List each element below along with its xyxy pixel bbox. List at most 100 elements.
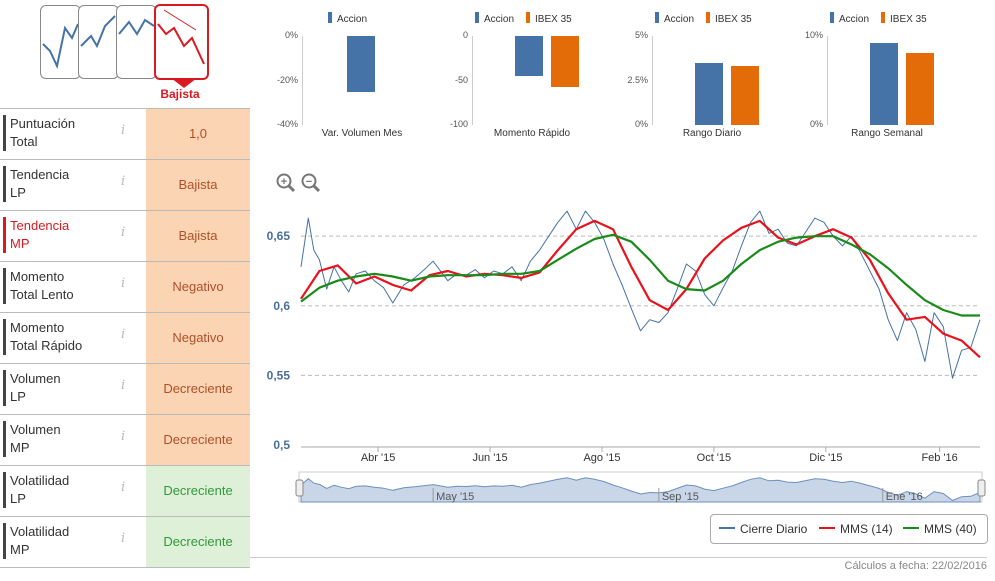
mini-bar-ibex-35[interactable] [551, 36, 579, 87]
info-icon[interactable]: i [121, 225, 126, 240]
mini-chart-1: Accion 0% -20% -40% Var. Volumen Mes [270, 0, 440, 145]
legend-mms40[interactable]: MMS (40) [903, 522, 977, 536]
x-tick-label: Jun '15 [472, 452, 507, 464]
row-marker [3, 166, 6, 202]
row-marker [3, 523, 6, 559]
score-value: Negativo [146, 313, 250, 363]
mini-legend-item[interactable]: IBEX 35 [526, 12, 572, 25]
row-marker [3, 319, 6, 355]
score-label-line1: Puntuación [10, 116, 76, 131]
mini-legend-label: Accion [337, 14, 368, 25]
y-tick-label: 0,65 [267, 229, 291, 243]
mini-tick-label: -40% [276, 119, 298, 129]
navigator-tick-label: Ene '16 [886, 491, 923, 503]
mini-axis [302, 36, 303, 125]
score-label: Volumen LP [10, 370, 110, 406]
score-row-puntuacion-total[interactable]: Puntuación Total i 1,0 [0, 108, 250, 160]
mms14-series-line[interactable] [300, 219, 981, 359]
score-label-line1: Momento [10, 320, 65, 335]
close-series-line[interactable] [300, 210, 981, 379]
mixed-trend-icon[interactable] [40, 5, 81, 79]
chart-legend: Cierre Diario MMS (14) MMS (40) [710, 514, 988, 544]
mini-bar-accion[interactable] [870, 43, 898, 125]
legend-mms14-label: MMS (14) [840, 522, 893, 536]
row-marker [3, 268, 6, 304]
mms40-series-line[interactable] [300, 233, 980, 317]
bearish-trend-icon[interactable] [154, 4, 209, 80]
legend-mms14[interactable]: MMS (14) [819, 522, 893, 536]
score-label-line1: Volumen [10, 422, 61, 437]
info-icon[interactable]: i [121, 276, 126, 291]
info-icon[interactable]: i [121, 531, 126, 546]
down-trend-icon[interactable] [78, 5, 119, 79]
score-value: Bajista [146, 160, 250, 210]
score-label: Momento Total Lento [10, 268, 110, 304]
score-value: Decreciente [146, 517, 250, 567]
navigator-handle-left[interactable] [295, 479, 304, 497]
legend-close[interactable]: Cierre Diario [719, 522, 807, 536]
mini-legend-label: Accion [484, 14, 515, 25]
mini-legend-item[interactable]: Accion [328, 12, 367, 25]
mini-bar-accion[interactable] [515, 36, 543, 77]
mini-bar-accion[interactable] [695, 62, 723, 125]
navigator-handle-right[interactable] [977, 479, 986, 497]
score-row-volatilidad-mp[interactable]: Volatilidad MP i Decreciente [0, 517, 250, 568]
mini-legend-label: Accion [664, 14, 695, 25]
score-row-volumen-mp[interactable]: Volumen MP i Decreciente [0, 415, 250, 466]
info-icon[interactable]: i [121, 123, 126, 138]
mini-legend-item[interactable]: Accion [830, 12, 869, 25]
score-row-tendencia-lp[interactable]: Tendencia LP i Bajista [0, 160, 250, 211]
score-label-line2: LP [10, 491, 26, 506]
row-marker [3, 115, 6, 151]
info-icon[interactable]: i [121, 429, 126, 444]
mini-legend-item[interactable]: Accion [655, 12, 694, 25]
mini-chart-4: Accion IBEX 35 10% 0% Rango Semanal [795, 0, 965, 145]
up-trend-icon[interactable] [116, 5, 157, 79]
score-row-volumen-lp[interactable]: Volumen LP i Decreciente [0, 364, 250, 415]
score-label: Puntuación Total [10, 115, 110, 151]
mini-legend-item[interactable]: IBEX 35 [881, 12, 927, 25]
score-row-momento-total-rapido[interactable]: Momento Total Rápido i Negativo [0, 313, 250, 364]
info-icon[interactable]: i [121, 480, 126, 495]
mini-legend-item[interactable]: IBEX 35 [706, 12, 752, 25]
mini-axis [472, 36, 473, 125]
score-label-line1: Volatilidad [10, 524, 70, 539]
info-icon[interactable]: i [121, 378, 126, 393]
mini-bar-ibex-35[interactable] [906, 52, 934, 125]
x-tick-label: Oct '15 [697, 452, 732, 464]
trend-selected-label: Bajista [160, 87, 200, 101]
price-chart[interactable]: 0,65 0,6 0,55 0,5 Abr '15 Jun '15 Ago '15 Oct '… [0, 0, 995, 510]
mini-tick-label: 0% [809, 119, 823, 129]
score-label-line2: MP [10, 542, 30, 557]
score-label-line2: Total Lento [10, 287, 74, 302]
score-row-volatilidad-lp[interactable]: Volatilidad LP i Decreciente [0, 466, 250, 517]
score-label-line2: MP [10, 236, 30, 251]
mini-tick-label: -50 [454, 74, 468, 85]
score-label-line2: Total Rápido [10, 338, 83, 353]
score-row-tendencia-mp[interactable]: Tendencia MP i Bajista [0, 211, 250, 262]
zoom-in-button[interactable]: + [276, 173, 296, 198]
mini-tick-label: 0% [634, 119, 648, 129]
score-value: Decreciente [146, 466, 250, 516]
info-icon[interactable]: i [121, 327, 126, 342]
navigator-tick-label: Sep '15 [662, 491, 699, 503]
mini-bar-ibex-35[interactable] [731, 66, 759, 125]
score-row-momento-total-lento[interactable]: Momento Total Lento i Negativo [0, 262, 250, 313]
score-value: Decreciente [146, 415, 250, 465]
score-label-line2: MP [10, 440, 30, 455]
zoom-out-button[interactable]: − [301, 173, 321, 198]
score-label-line1: Tendencia [10, 218, 70, 233]
trend-selector [40, 3, 210, 103]
info-icon[interactable]: i [121, 174, 126, 189]
mini-tick-label: 0% [284, 30, 298, 40]
y-tick-label: 0,55 [267, 368, 291, 382]
x-tick-label: Ago '15 [583, 452, 620, 464]
mini-legend-label: IBEX 35 [535, 14, 572, 25]
legend-mms40-label: MMS (40) [924, 522, 977, 536]
score-value: Negativo [146, 262, 250, 312]
zoom-out-icon: − [306, 176, 312, 188]
score-label-line2: Total [10, 134, 38, 149]
row-marker [3, 421, 6, 457]
mini-bar-accion[interactable] [347, 36, 375, 92]
mini-legend-item[interactable]: Accion [475, 12, 514, 25]
